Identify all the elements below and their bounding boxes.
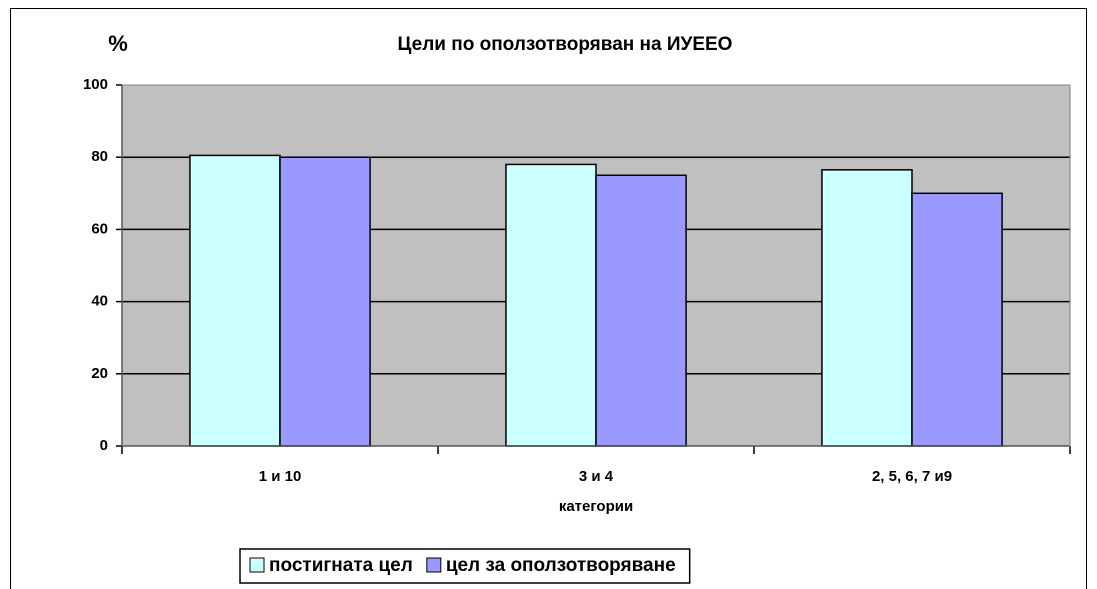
y-tick-label: 40: [91, 293, 108, 310]
bar: [911, 192, 1003, 447]
bar: [189, 154, 281, 447]
legend-swatch: [249, 557, 265, 573]
bar: [505, 163, 597, 447]
legend-box: [239, 548, 691, 584]
plot-border: [121, 84, 1071, 447]
x-tick-label: 3 и 4: [579, 468, 614, 485]
y-tick-label: 60: [91, 220, 108, 237]
legend-label: постигната цел: [269, 555, 413, 576]
y-axis-label: %: [108, 31, 128, 56]
y-tick-label: 20: [91, 365, 108, 382]
legend-label: цел за оползотворяване: [446, 555, 676, 576]
y-tick-label: 100: [83, 76, 108, 93]
bar: [595, 174, 687, 447]
x-axis-label: категории: [559, 498, 633, 515]
y-tick-label: 80: [91, 148, 108, 165]
y-tick-label: 0: [100, 437, 108, 454]
x-tick-label: 2, 5, 6, 7 и9: [872, 468, 952, 485]
legend: постигната цел цел за оползотворяване: [239, 548, 691, 584]
bar: [279, 156, 371, 447]
chart-title: Цели по оползотворяван на ИУЕЕО: [398, 34, 733, 55]
x-tick-label: 1 и 10: [259, 468, 302, 485]
bar: [821, 169, 913, 447]
legend-swatch: [426, 557, 442, 573]
